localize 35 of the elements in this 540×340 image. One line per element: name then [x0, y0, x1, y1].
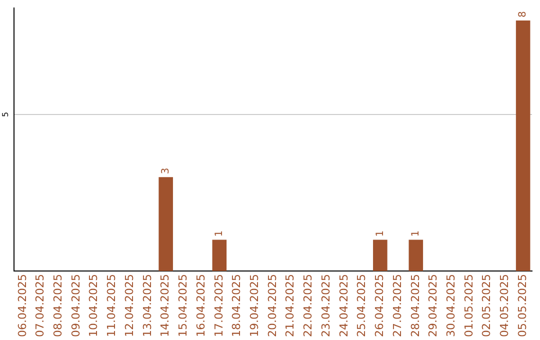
x-tick-label: 23.04.2025 — [319, 274, 332, 338]
x-tick-label: 29.04.2025 — [426, 274, 440, 338]
x-tick-label: 04.05.2025 — [498, 274, 512, 338]
x-tick-label: 11.04.2025 — [105, 274, 118, 338]
data-label: 1 — [214, 230, 226, 237]
x-tick-label: 07.04.2025 — [34, 274, 47, 338]
x-tick-label: 24.04.2025 — [337, 274, 350, 338]
x-tick-label: 22.04.2025 — [302, 274, 315, 338]
data-label: 1 — [410, 230, 422, 237]
x-tick-label: 16.04.2025 — [194, 274, 208, 338]
y-tick-label: 5 — [1, 112, 10, 118]
x-tick-label: 27.04.2025 — [390, 274, 404, 338]
x-tick-label: 10.04.2025 — [87, 274, 100, 338]
x-tick-label: 05.05.2025 — [516, 274, 529, 338]
data-label: 8 — [518, 11, 529, 18]
x-tick-label: 19.04.2025 — [248, 274, 261, 338]
x-tick-label: 15.04.2025 — [176, 274, 190, 338]
x-tick-label: 28.04.2025 — [408, 274, 422, 338]
x-tick-label: 13.04.2025 — [140, 274, 154, 338]
x-tick-label: 12.04.2025 — [122, 274, 136, 338]
x-tick-label: 21.04.2025 — [284, 274, 297, 338]
x-tick-label: 18.04.2025 — [230, 274, 244, 338]
data-label: 1 — [374, 230, 386, 237]
x-tick-label: 08.04.2025 — [52, 274, 65, 338]
x-tick-label: 17.04.2025 — [212, 274, 226, 338]
x-tick-label: 25.04.2025 — [355, 274, 368, 338]
data-label: 3 — [160, 168, 172, 174]
x-tick-label: 02.05.2025 — [480, 274, 494, 338]
x-tick-label: 20.04.2025 — [266, 274, 279, 338]
x-tick-label: 09.04.2025 — [69, 274, 82, 338]
x-tick-label: 06.04.2025 — [16, 274, 29, 338]
x-tick-label: 30.04.2025 — [444, 274, 458, 338]
x-tick-label: 26.04.2025 — [373, 274, 386, 338]
x-tick-label: 01.05.2025 — [462, 274, 476, 338]
x-tick-label: 14.04.2025 — [158, 274, 172, 338]
